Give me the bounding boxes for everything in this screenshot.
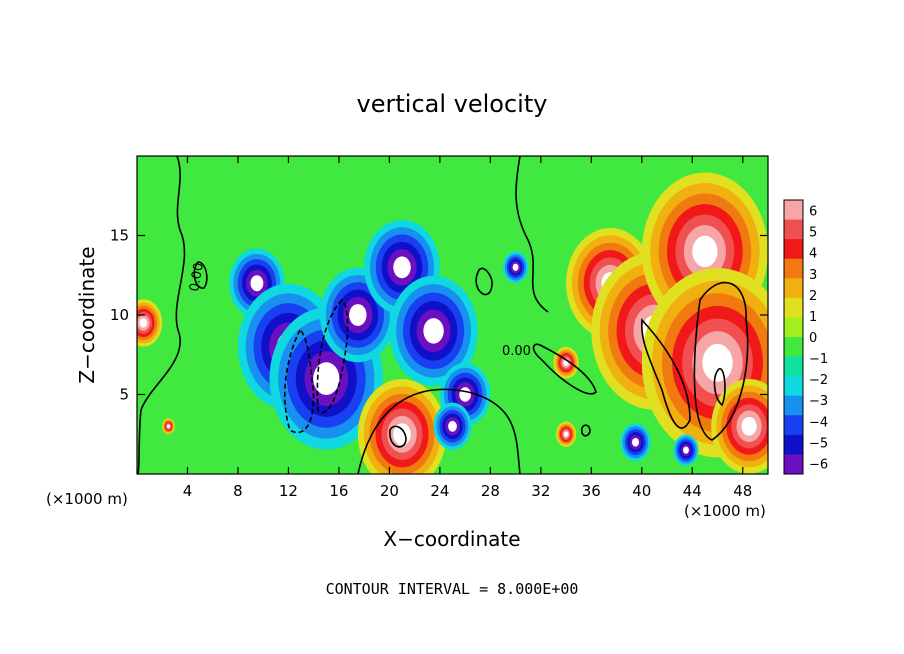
- x-tick-label: 12: [279, 482, 298, 500]
- field-blob-20-level-5: [683, 446, 689, 454]
- colorbar-swatch: [784, 278, 803, 299]
- y-tick-label: 5: [119, 386, 129, 404]
- x-tick-label: 32: [531, 482, 550, 500]
- x-tick-label: 4: [183, 482, 193, 500]
- colorbar: 6 5 4 3 2 1 0 −1 −2 −3 −4 −5 −6: [783, 199, 828, 475]
- x-tick-label: 8: [233, 482, 243, 500]
- colorbar-swatch: [784, 317, 803, 338]
- colorbar-swatch: [784, 434, 803, 455]
- field-blob-5-level-5: [349, 304, 367, 326]
- x-tick-label: 40: [632, 482, 651, 500]
- field-blob-19-level-6: [741, 416, 757, 436]
- contour-right-loop: [693, 281, 749, 441]
- colorbar-tick-label: −5: [809, 436, 828, 451]
- colorbar-swatch: [784, 200, 803, 221]
- contour-left: [137, 156, 186, 474]
- y-tick-label: 10: [110, 306, 129, 324]
- field-blob-1-level-6: [167, 424, 170, 428]
- contour-ellipse-2: [532, 343, 597, 395]
- x-tick-label: 48: [733, 482, 752, 500]
- field-blob-14-level-5: [631, 437, 639, 447]
- colorbar-tick-label: 6: [809, 205, 817, 220]
- contour-ellipse-4: [580, 424, 591, 437]
- colorbar-frame: [783, 199, 804, 475]
- x-tick-label: 24: [430, 482, 449, 500]
- contour-center-low: [357, 388, 521, 474]
- colorbar-tick-label: 0: [809, 331, 817, 346]
- contour-ellipse-3: [193, 261, 208, 289]
- colorbar-tick-label: −1: [809, 352, 828, 367]
- colorbar-swatch: [784, 337, 803, 358]
- contour-interval-text: CONTOUR INTERVAL = 8.000E+00: [326, 580, 579, 598]
- field-blob-10-level-5: [448, 420, 457, 432]
- field-blob-11-level-5: [512, 263, 519, 271]
- x-unit-label-left: (×1000 m): [46, 490, 128, 508]
- colorbar-tick-label: 1: [809, 310, 817, 325]
- field-blob-2-level-5: [250, 275, 264, 292]
- contour-center-top: [515, 156, 549, 313]
- colorbar-tick-label: 5: [809, 226, 817, 241]
- colorbar-tick-label: 2: [809, 289, 817, 304]
- x-tick-label: 36: [582, 482, 601, 500]
- field-blob-13-level-6: [564, 431, 569, 437]
- colorbar-tick-label: −2: [809, 373, 828, 388]
- colorbar-swatch: [784, 356, 803, 377]
- contour-right-inner: [713, 367, 726, 407]
- colorbar-swatch: [784, 258, 803, 279]
- field-blob-6-level-5: [393, 256, 411, 279]
- colorbar-tick-label: −4: [809, 415, 828, 430]
- field-blob-18-level-6: [702, 343, 733, 382]
- field-blob-17-level-6: [692, 235, 718, 268]
- contour-small-circle: [389, 425, 407, 448]
- field-blob-4-level-5: [313, 362, 340, 395]
- contour-label-1: 0.00: [187, 262, 207, 293]
- x-tick-label: 20: [380, 482, 399, 500]
- colorbar-tick-label: 3: [809, 268, 817, 283]
- x-tick-label: 28: [481, 482, 500, 500]
- contour-dashed-2: [316, 298, 349, 414]
- colorbar-swatch: [784, 239, 803, 260]
- field-shading: [137, 172, 768, 474]
- x-axis-label: X−coordinate: [383, 527, 520, 551]
- contour-label-2: 0.00: [502, 344, 531, 359]
- colorbar-swatch: [784, 415, 803, 436]
- x-tick-label: 44: [683, 482, 702, 500]
- colorbar-swatch: [784, 219, 803, 240]
- colorbar-swatch: [784, 454, 803, 475]
- colorbar-tick-label: −6: [809, 457, 828, 472]
- y-ticks: 5 10 15: [110, 227, 768, 404]
- field-blob-0-level-6: [139, 318, 148, 328]
- field-blob-7-level-5: [423, 318, 444, 344]
- contour-ellipse-1: [475, 267, 493, 296]
- contour-right-tail: [640, 318, 691, 429]
- y-tick-label: 15: [110, 227, 129, 245]
- colorbar-swatch: [784, 376, 803, 397]
- colorbar-swatch: [784, 297, 803, 318]
- chart-title: vertical velocity: [357, 90, 548, 118]
- field-blob-8-level-5: [459, 387, 471, 402]
- zero-contours: [137, 156, 749, 474]
- x-tick-label: 16: [329, 482, 348, 500]
- colorbar-tick-label: −3: [809, 394, 828, 409]
- colorbar-swatch: [784, 395, 803, 416]
- x-unit-label-right: (×1000 m): [684, 502, 766, 520]
- y-axis-label: Z−coordinate: [75, 246, 99, 383]
- colorbar-tick-label: 4: [809, 247, 817, 262]
- x-ticks: 4 8 12 16 20 24 28 32 36 40 44 48: [183, 156, 752, 500]
